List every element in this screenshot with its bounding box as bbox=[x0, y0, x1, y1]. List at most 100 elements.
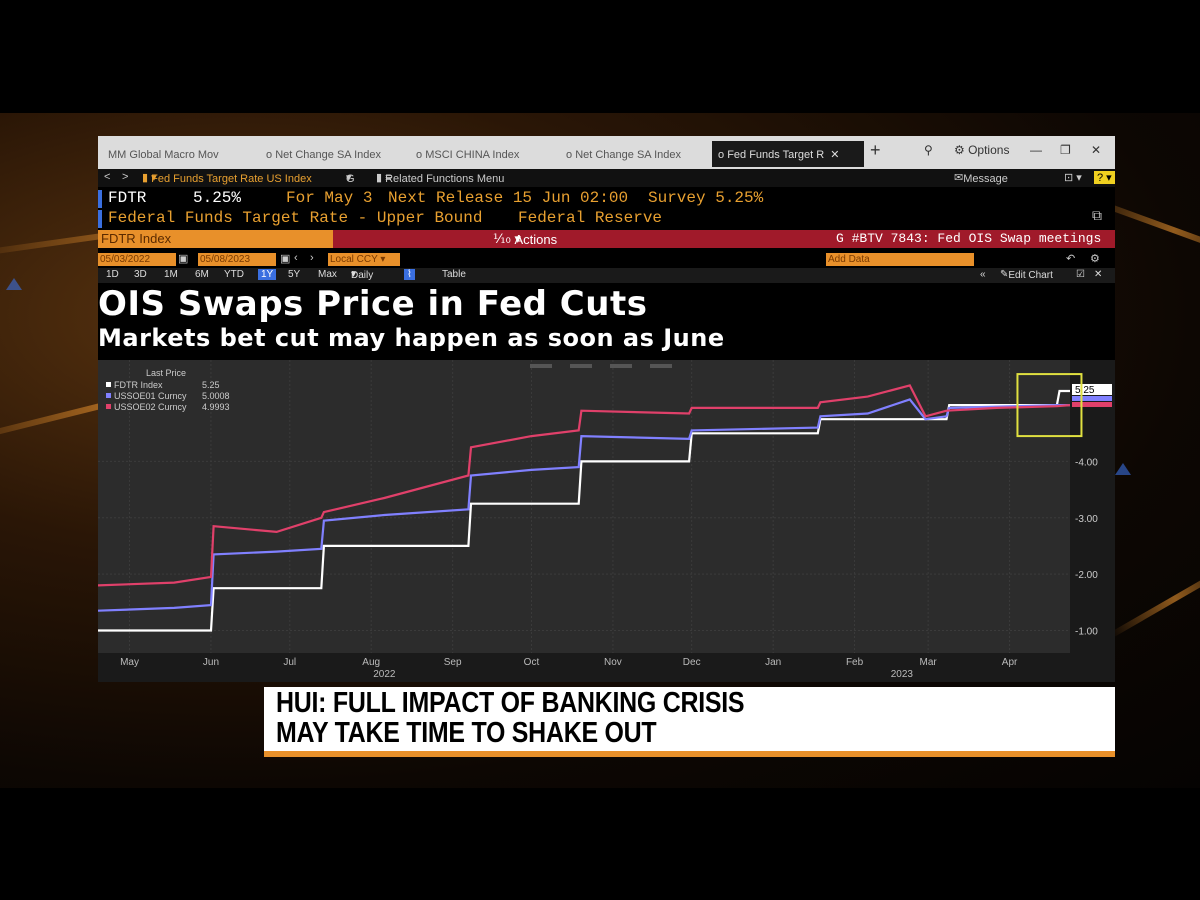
terminal-screen: MM Global Macro Mov o Net Change SA Inde… bbox=[98, 136, 1115, 682]
lower-third-stripe bbox=[264, 751, 1115, 757]
popout-icon[interactable]: ⧉ bbox=[1092, 209, 1102, 225]
x-axis-area bbox=[98, 653, 1115, 682]
end-date-field[interactable]: 05/08/2023 bbox=[198, 253, 276, 266]
series-line-1 bbox=[98, 389, 1070, 632]
series-line-3 bbox=[98, 384, 1071, 587]
back-icon[interactable]: < bbox=[104, 171, 111, 183]
minimize-icon[interactable]: — bbox=[1030, 143, 1042, 157]
x-tick-label: Mar bbox=[920, 657, 938, 668]
tab-net-change-2[interactable]: o Net Change SA Index bbox=[566, 149, 681, 161]
last-value-tag bbox=[1072, 401, 1112, 407]
collapse-icon[interactable]: « bbox=[980, 269, 986, 280]
chart-subtitle: Markets bet cut may happen as soon as Ju… bbox=[98, 324, 725, 352]
security-menu[interactable]: ▮ Fed Funds Target Rate US Index ▾ bbox=[142, 172, 312, 185]
range-max[interactable]: Max bbox=[318, 269, 337, 280]
calendar-icon[interactable]: ▣ bbox=[178, 253, 189, 265]
legend-swatch bbox=[106, 393, 111, 398]
x-tick-label: Dec bbox=[683, 657, 701, 668]
marker bbox=[98, 210, 102, 228]
currency-select[interactable]: Local CCY ▾ bbox=[328, 253, 400, 266]
search-icon[interactable]: ⚲ bbox=[924, 143, 933, 157]
nav-row: < > ▮ Fed Funds Target Rate US Index ▾ G… bbox=[98, 169, 1115, 187]
range-1y[interactable]: 1Y bbox=[258, 269, 277, 280]
lower-third-line2: MAY TAKE TIME TO SHAKE OUT bbox=[276, 717, 657, 749]
tab-bar: MM Global Macro Mov o Net Change SA Inde… bbox=[98, 136, 1115, 169]
toolbar-chip bbox=[610, 364, 632, 368]
check-icon[interactable]: ☑ bbox=[1076, 269, 1085, 280]
legend-value: 4.9993 bbox=[202, 402, 230, 412]
close-window-icon[interactable]: ✕ bbox=[1091, 143, 1102, 157]
table-button[interactable]: Table bbox=[442, 269, 466, 280]
options-button[interactable]: ⚙ Options bbox=[954, 143, 1010, 157]
restore-icon[interactable]: ❐ bbox=[1060, 143, 1071, 157]
chart-settings-icon[interactable]: ⚙ bbox=[1090, 253, 1100, 265]
description: Federal Funds Target Rate - Upper Bound bbox=[108, 209, 483, 227]
toolbar-chip bbox=[570, 364, 592, 368]
legend-swatch bbox=[106, 404, 111, 409]
y-tick-label: -3.00 bbox=[1075, 514, 1098, 525]
highlight-box bbox=[1016, 373, 1083, 438]
quote-header: FDTR 5.25% For May 3 Next Release 15 Jun… bbox=[98, 188, 1115, 209]
actions-menu[interactable]: ⅒ Actions ▾ bbox=[493, 231, 558, 247]
action-bar: FDTR Index ⅒ Actions ▾ G #BTV 7843: Fed … bbox=[98, 230, 1115, 248]
next-period-icon[interactable]: › bbox=[310, 252, 314, 264]
legend-title: Last Price bbox=[146, 368, 186, 378]
legend-value: 5.0008 bbox=[202, 391, 230, 401]
lower-third-line1: HUI: FULL IMPACT OF BANKING CRISIS bbox=[276, 687, 745, 719]
close-icon[interactable]: ✕ bbox=[1094, 269, 1103, 280]
add-tab-icon[interactable]: + bbox=[870, 140, 881, 160]
range-1d[interactable]: 1D bbox=[106, 269, 119, 280]
forward-icon[interactable]: > bbox=[122, 171, 129, 183]
layout-icon[interactable]: ⊡ ▾ bbox=[1064, 172, 1082, 184]
x-tick-label: Feb bbox=[846, 657, 864, 668]
range-3d[interactable]: 3D bbox=[134, 269, 147, 280]
tab-fed-funds[interactable]: o Fed Funds Target R ✕ bbox=[712, 141, 864, 167]
chart-title: OIS Swaps Price in Fed Cuts bbox=[98, 284, 648, 324]
related-functions-menu[interactable]: ▮ Related Functions Menu ≡ bbox=[376, 172, 505, 185]
toolbar-chip bbox=[530, 364, 552, 368]
message-button[interactable]: ✉ Message bbox=[954, 172, 1008, 185]
range-5y[interactable]: 5Y bbox=[288, 269, 301, 280]
series-line-2 bbox=[98, 398, 1070, 612]
x-tick-label: Aug bbox=[362, 657, 380, 668]
x-tick-label: Sep bbox=[444, 657, 462, 668]
y-tick-label: -4.00 bbox=[1075, 457, 1098, 468]
for-date: For May 3 bbox=[286, 189, 373, 207]
help-icon[interactable]: ? ▾ bbox=[1094, 171, 1115, 184]
chart-code: G #BTV 7843: Fed OIS Swap meetings bbox=[836, 231, 1102, 246]
calendar-icon[interactable]: ▣ bbox=[280, 253, 291, 265]
range-1m[interactable]: 1M bbox=[164, 269, 178, 280]
tab-global-macro[interactable]: MM Global Macro Mov bbox=[108, 149, 219, 161]
range-ytd[interactable]: YTD bbox=[224, 269, 244, 280]
close-tab-icon[interactable]: ✕ bbox=[830, 149, 840, 161]
lower-third: HUI: FULL IMPACT OF BANKING CRISIS MAY T… bbox=[264, 687, 1115, 757]
start-date-field[interactable]: 05/03/2022 bbox=[98, 253, 176, 266]
prev-period-icon[interactable]: ‹ bbox=[294, 252, 298, 264]
chart-settings-icon[interactable]: ↶ bbox=[1066, 253, 1076, 265]
legend-swatch bbox=[106, 382, 111, 387]
last-value-tag bbox=[1072, 383, 1112, 395]
date-row: 05/03/2022 ▣ 05/08/2023 ▣ ‹ › Local CCY … bbox=[98, 252, 1115, 267]
marker bbox=[98, 190, 102, 208]
tab-net-change-1[interactable]: o Net Change SA Index bbox=[266, 149, 381, 161]
year-label: 2022 bbox=[373, 669, 396, 680]
range-6m[interactable]: 6M bbox=[195, 269, 209, 280]
survey: Survey 5.25% bbox=[648, 189, 764, 207]
edit-chart-button[interactable]: ✎ Edit Chart bbox=[1000, 269, 1053, 281]
x-tick-label: Jan bbox=[765, 657, 781, 668]
g-menu[interactable]: G ▾ bbox=[346, 172, 355, 185]
add-data-field[interactable]: Add Data bbox=[826, 253, 974, 266]
tab-msci-china[interactable]: o MSCI CHINA Index bbox=[416, 149, 520, 161]
y-axis-area bbox=[1070, 360, 1115, 653]
plot-area bbox=[98, 360, 1070, 653]
chart-type-icon[interactable]: ⌇ bbox=[404, 269, 415, 280]
security-field[interactable]: FDTR Index bbox=[98, 230, 333, 248]
legend-entry: USSOE02 Curncy bbox=[114, 402, 187, 412]
x-tick-label: Nov bbox=[604, 657, 622, 668]
year-label: 2023 bbox=[891, 669, 914, 680]
toolbar-chip bbox=[650, 364, 672, 368]
frequency-select[interactable]: Daily ▾ bbox=[351, 269, 374, 281]
y-tick-label: -2.00 bbox=[1075, 570, 1098, 581]
last-price: 5.25% bbox=[193, 189, 242, 207]
next-release: Next Release 15 Jun 02:00 bbox=[388, 189, 629, 207]
